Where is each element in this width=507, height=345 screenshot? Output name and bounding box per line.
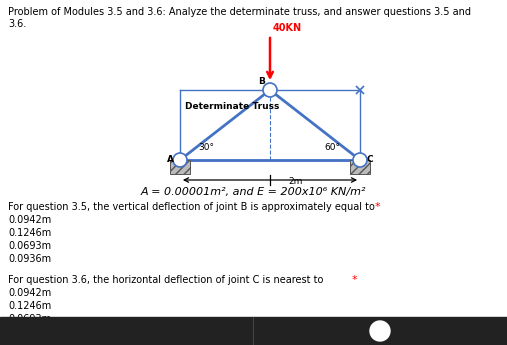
Text: 30°: 30° — [198, 143, 214, 152]
Text: 0.1246m: 0.1246m — [8, 301, 51, 311]
Text: 0.0942m: 0.0942m — [8, 288, 51, 298]
Text: 3.6.: 3.6. — [8, 19, 26, 29]
Text: O: O — [376, 326, 384, 336]
Text: For question 3.5, the vertical deflection of joint B is approximately equal to: For question 3.5, the vertical deflectio… — [8, 202, 375, 212]
Bar — [170, 160, 190, 174]
Text: 2m: 2m — [288, 177, 302, 186]
Text: *: * — [352, 275, 357, 285]
Text: Problem of Modules 3.5 and 3.6: Analyze the determinate truss, and answer questi: Problem of Modules 3.5 and 3.6: Analyze … — [8, 7, 471, 17]
Text: Determinate Truss: Determinate Truss — [185, 102, 279, 111]
Text: 0.0942m: 0.0942m — [8, 215, 51, 225]
Text: 0.0693m: 0.0693m — [8, 314, 51, 324]
Text: B: B — [259, 78, 266, 87]
Bar — [0, 317, 507, 345]
Text: 0.0936m: 0.0936m — [8, 327, 51, 337]
Text: C: C — [367, 156, 373, 165]
Text: 0.0936m: 0.0936m — [8, 254, 51, 264]
Text: For question 3.6, the horizontal deflection of joint C is nearest to: For question 3.6, the horizontal deflect… — [8, 275, 323, 285]
Circle shape — [370, 321, 390, 341]
Text: A = 0.00001m², and E = 200x10⁶ KN/m²: A = 0.00001m², and E = 200x10⁶ KN/m² — [140, 187, 366, 197]
Circle shape — [173, 153, 187, 167]
Text: *: * — [375, 202, 381, 212]
Bar — [350, 160, 370, 174]
Text: 0.0693m: 0.0693m — [8, 241, 51, 251]
Text: 60°: 60° — [324, 143, 340, 152]
Circle shape — [263, 83, 277, 97]
Circle shape — [353, 153, 367, 167]
Text: 0.1246m: 0.1246m — [8, 228, 51, 238]
Text: A: A — [166, 156, 173, 165]
Text: 40KN: 40KN — [273, 23, 302, 33]
